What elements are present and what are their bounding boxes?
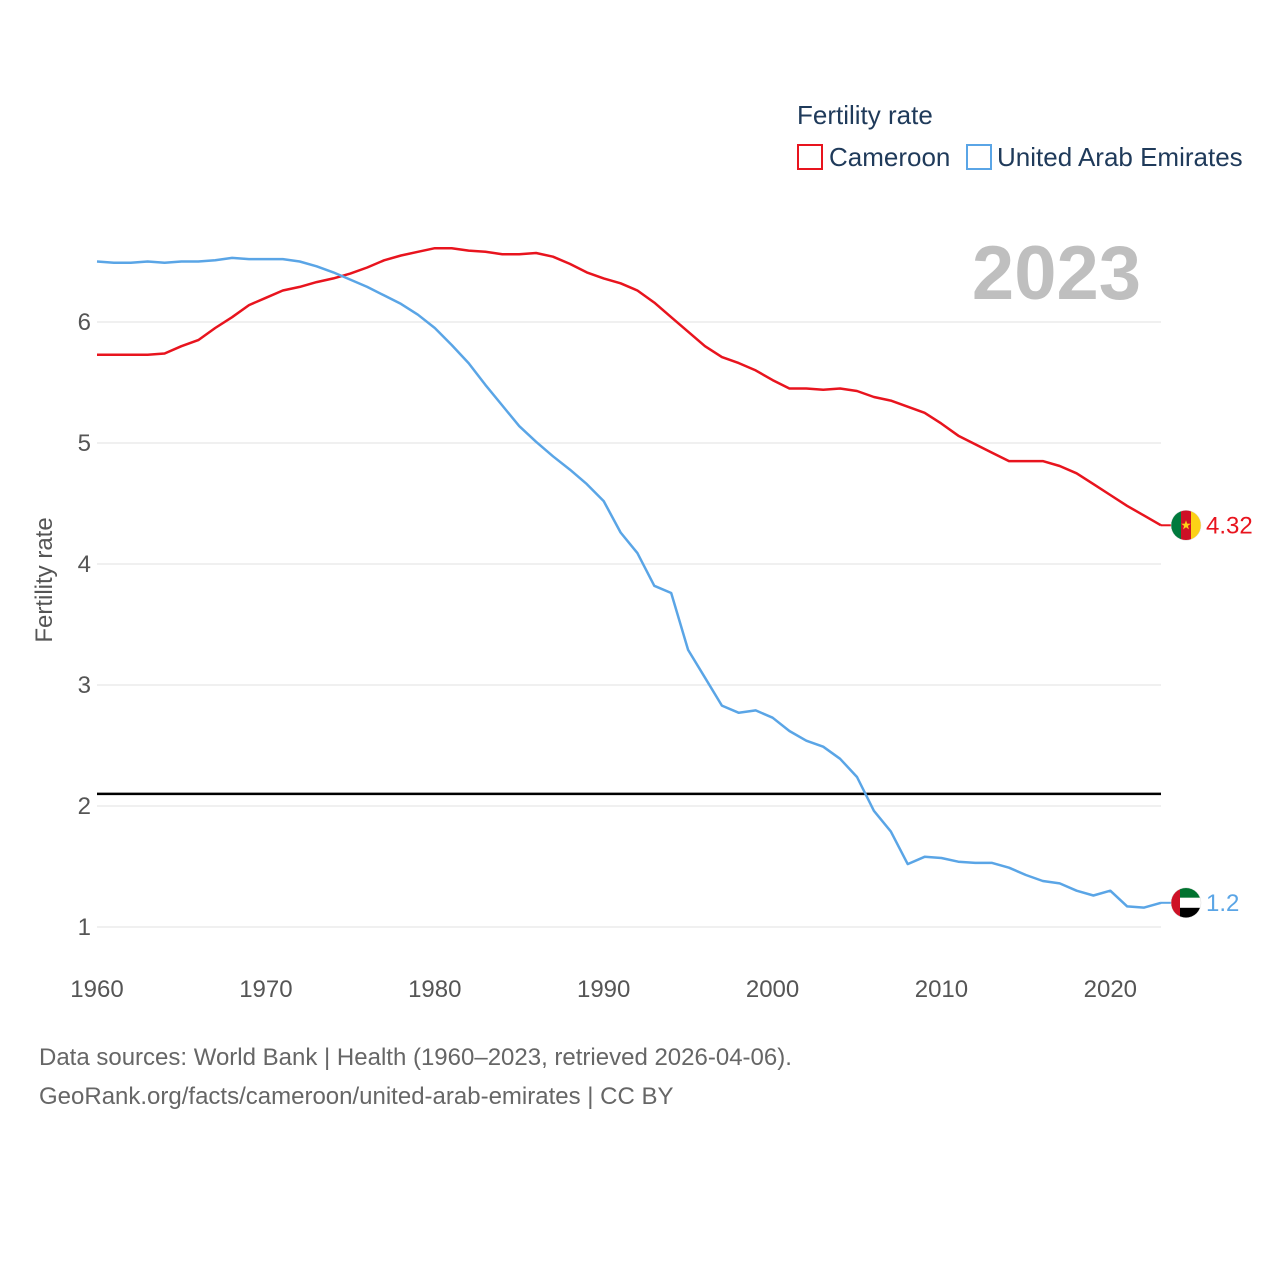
legend-swatch <box>797 144 823 170</box>
data-sources-note: Data sources: World Bank | Health (1960–… <box>39 1044 792 1071</box>
y-tick-label: 2 <box>78 793 91 820</box>
x-axis-ticks: 1960 1970 1980 1990 2000 2010 2020 <box>70 976 1137 1003</box>
legend: Fertility rate Cameroon United Arab Emir… <box>797 100 1243 172</box>
credit-link[interactable]: GeoRank.org/facts/cameroon/united-arab-e… <box>39 1083 674 1110</box>
series-line-cameroon[interactable] <box>97 246 1162 527</box>
cameroon-flag-icon <box>1170 510 1202 541</box>
x-tick-label: 2010 <box>915 976 968 1003</box>
end-value-label: 4.32 <box>1206 512 1253 539</box>
y-axis-label: Fertility rate <box>31 517 58 642</box>
y-tick-label: 1 <box>78 914 91 941</box>
y-tick-label: 3 <box>78 672 91 699</box>
legend-label-cameroon: Cameroon <box>829 142 950 172</box>
gridlines <box>97 321 1161 928</box>
series-lines <box>96 246 1162 909</box>
x-tick-label: 2000 <box>746 976 799 1003</box>
legend-label-uae: United Arab Emirates <box>997 142 1243 172</box>
x-tick-label: 1960 <box>70 976 123 1003</box>
series-line-uae[interactable] <box>96 256 1162 909</box>
year-label: 2023 <box>972 231 1141 316</box>
y-axis-ticks: 1 2 3 4 5 6 <box>78 309 91 941</box>
y-tick-label: 4 <box>78 551 91 578</box>
legend-item-cameroon[interactable]: Cameroon <box>797 142 950 172</box>
x-tick-label: 2020 <box>1084 976 1137 1003</box>
legend-title: Fertility rate <box>797 100 933 130</box>
fertility-chart: 1 2 3 4 5 6 1960 1970 1980 1990 2000 2010 2020 Fert… <box>31 100 1253 1003</box>
end-markers: 4.32 1.2 <box>1161 510 1253 919</box>
end-value-label: 1.2 <box>1206 890 1239 917</box>
y-tick-label: 6 <box>78 309 91 336</box>
x-tick-label: 1980 <box>408 976 461 1003</box>
legend-swatch <box>966 144 992 170</box>
x-tick-label: 1970 <box>239 976 292 1003</box>
legend-item-uae[interactable]: United Arab Emirates <box>966 142 1243 172</box>
x-tick-label: 1990 <box>577 976 630 1003</box>
y-tick-label: 5 <box>78 430 91 457</box>
uae-flag-icon <box>1170 887 1202 919</box>
